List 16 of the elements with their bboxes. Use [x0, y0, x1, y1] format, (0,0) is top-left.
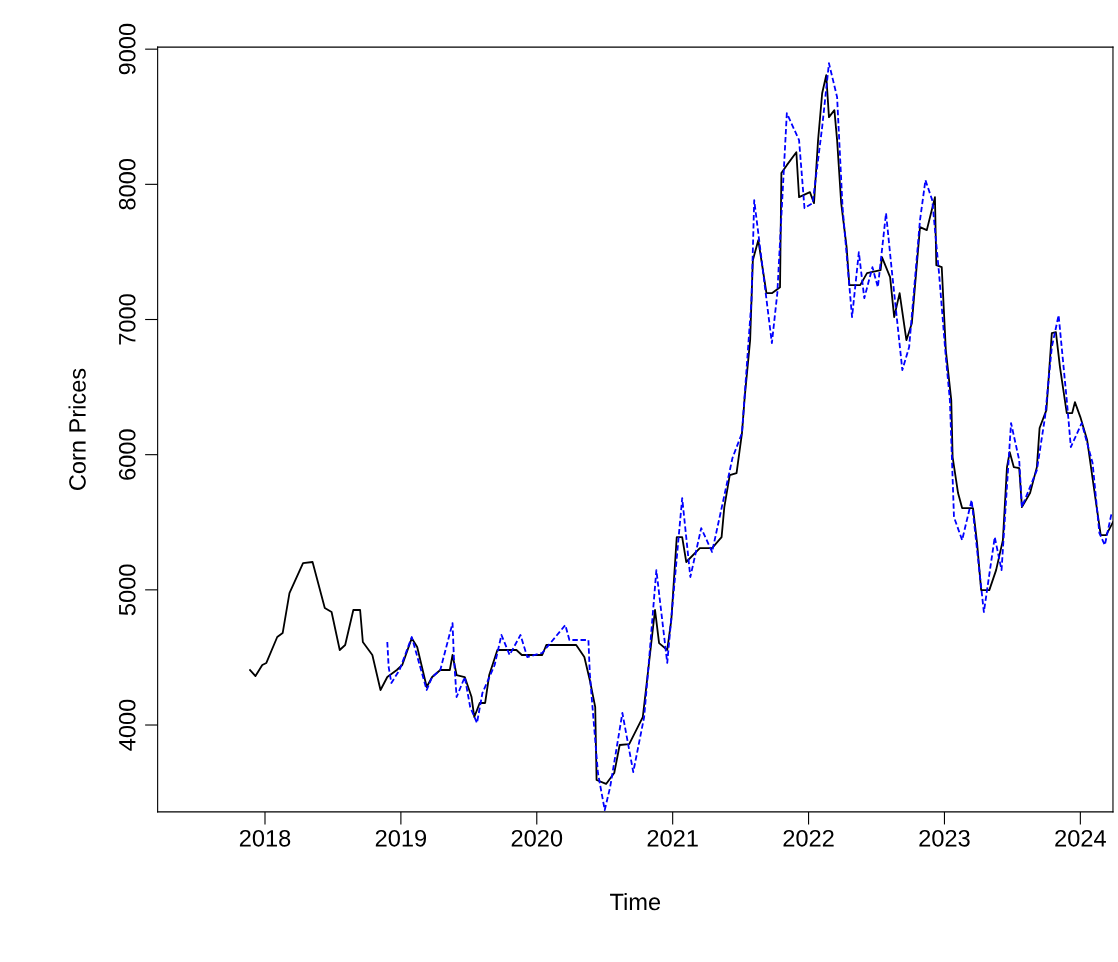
x-tick-label: 2022: [783, 829, 834, 847]
y-tick-label: 5000: [118, 564, 136, 616]
y-tick-label: 9000: [118, 23, 136, 75]
y-tick-label: 7000: [118, 294, 136, 345]
x-tick-label: 2024: [1055, 829, 1106, 847]
x-tick-label: 2020: [511, 829, 563, 847]
x-tick-label: 2021: [647, 829, 698, 847]
x-tick-label: 2019: [375, 829, 427, 847]
x-tick-label: 2023: [919, 829, 970, 847]
y-axis-title: Corn Prices: [68, 368, 86, 490]
x-tick-label: 2018: [239, 829, 291, 847]
y-tick-label: 6000: [118, 429, 136, 480]
x-axis-title: Time: [610, 892, 661, 911]
y-tick-label: 8000: [118, 158, 136, 210]
line-series: [386, 62, 1113, 811]
y-tick-label: 4000: [118, 699, 136, 751]
